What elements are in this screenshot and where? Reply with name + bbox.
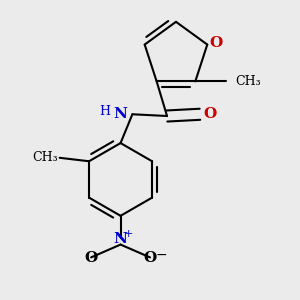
Text: O: O [209,36,223,50]
Text: H: H [99,105,110,118]
Text: O: O [143,251,157,266]
Text: −: − [155,248,167,262]
Text: N: N [113,106,127,121]
Text: CH₃: CH₃ [32,151,58,164]
Text: O: O [203,107,216,121]
Text: CH₃: CH₃ [235,75,261,88]
Text: +: + [124,229,133,239]
Text: N: N [114,232,128,246]
Text: O: O [85,251,98,266]
